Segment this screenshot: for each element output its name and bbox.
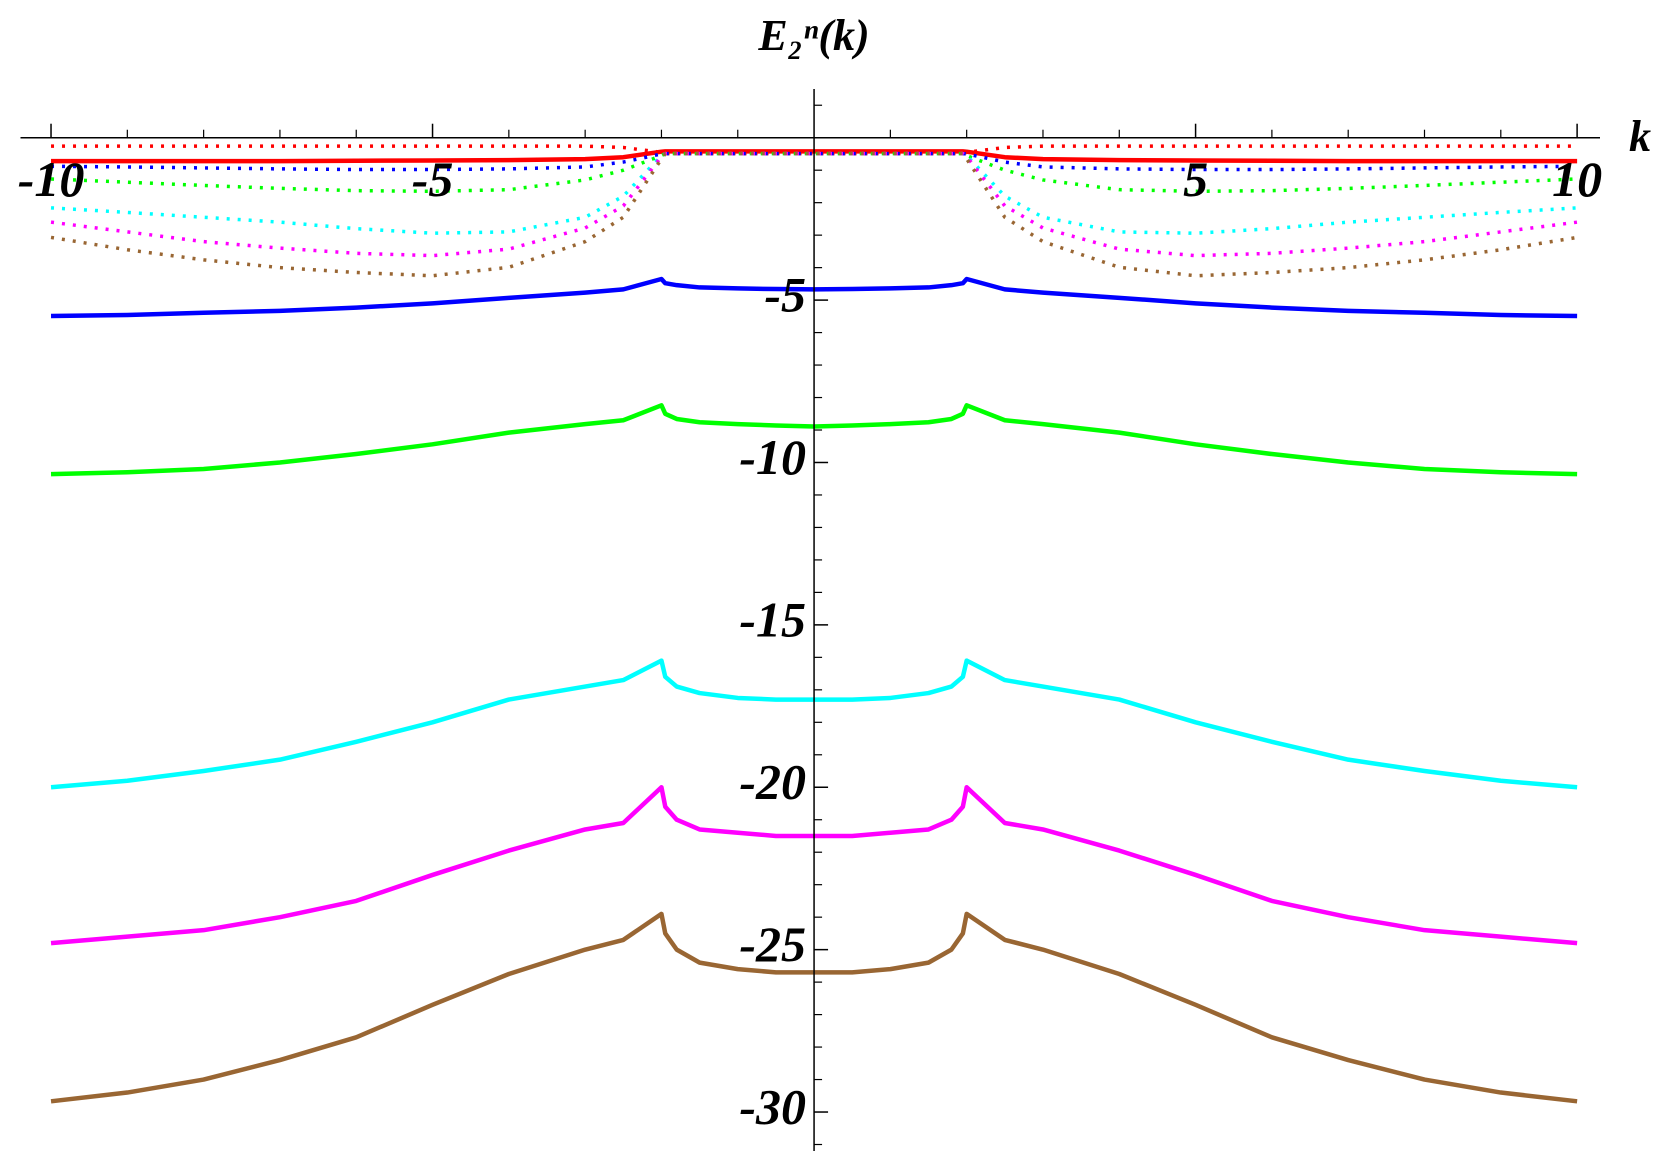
y-tick-label: -25 bbox=[739, 916, 806, 972]
x-tick-label: 5 bbox=[1183, 151, 1208, 207]
x-tick-label: 10 bbox=[1552, 151, 1602, 207]
y-tick-label: -15 bbox=[739, 591, 806, 647]
dotted-line bbox=[51, 144, 1578, 156]
y-tick-label: -5 bbox=[764, 267, 806, 323]
x-axis-label: k bbox=[1629, 112, 1651, 161]
x-tick-label: -10 bbox=[18, 151, 85, 207]
y-tick-label: -30 bbox=[739, 1078, 806, 1134]
dotted-line bbox=[51, 151, 1578, 172]
y-tick-label: -10 bbox=[739, 429, 806, 485]
chart-title: E₂ⁿ(k) bbox=[757, 11, 869, 60]
x-tick-label: -5 bbox=[412, 151, 454, 207]
y-tick-label: -20 bbox=[739, 754, 806, 810]
